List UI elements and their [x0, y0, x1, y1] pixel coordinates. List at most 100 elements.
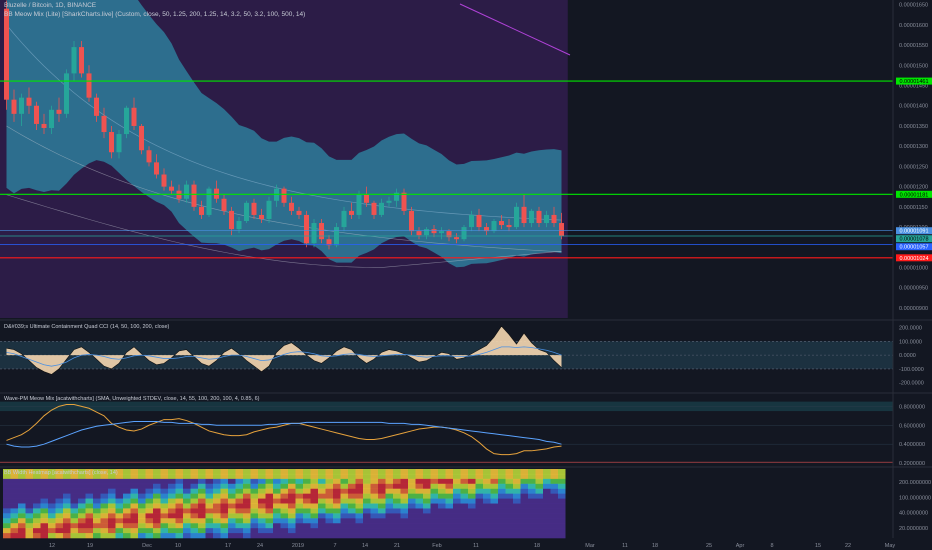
candle-body[interactable]: [251, 202, 257, 215]
candle-body[interactable]: [281, 188, 287, 203]
candle-body[interactable]: [206, 188, 212, 215]
heatmap-cell: [528, 498, 536, 504]
candle-body[interactable]: [229, 210, 234, 230]
heatmap-cell: [543, 513, 551, 519]
candle-body[interactable]: [221, 198, 227, 211]
candle-body[interactable]: [514, 206, 519, 228]
candle-body[interactable]: [199, 206, 204, 215]
time-axis-label: 11: [622, 543, 628, 549]
wave-pane[interactable]: [0, 401, 893, 463]
candle-body[interactable]: [101, 115, 107, 133]
candle-body[interactable]: [191, 184, 197, 207]
heatmap-cell: [48, 518, 56, 524]
candle-body[interactable]: [4, 8, 9, 100]
candle-body[interactable]: [131, 107, 137, 126]
heatmap-cell: [348, 518, 356, 524]
candle-body[interactable]: [431, 229, 437, 234]
heatmap-cell: [535, 503, 543, 509]
candle-body[interactable]: [446, 231, 452, 238]
candle-body[interactable]: [499, 221, 504, 226]
candle-body[interactable]: [296, 210, 302, 215]
time-axis-label: 18: [652, 543, 658, 549]
candle-body[interactable]: [244, 202, 249, 222]
candle-body[interactable]: [236, 221, 242, 230]
candle-body[interactable]: [409, 210, 414, 232]
candle-body[interactable]: [139, 125, 144, 151]
price-level-tag-label: 0.00001078: [899, 237, 928, 243]
heatmap-cell: [468, 478, 476, 485]
candle-body[interactable]: [26, 97, 32, 106]
heatmap-cell: [205, 469, 213, 475]
candle-body[interactable]: [559, 223, 564, 236]
heatmap-cell: [498, 533, 506, 539]
candle-body[interactable]: [319, 223, 324, 240]
heatmap-cell: [258, 473, 266, 480]
heatmap-cell: [18, 533, 26, 539]
price-pane[interactable]: [0, 0, 893, 318]
candle-body[interactable]: [476, 214, 482, 228]
heatmap-cell: [490, 508, 498, 514]
heatmap-pane[interactable]: [3, 469, 566, 539]
cci-axis-label: 100.0000: [899, 339, 922, 345]
candle-body[interactable]: [94, 97, 99, 116]
candle-body[interactable]: [536, 210, 542, 224]
candle-body[interactable]: [116, 134, 122, 153]
candle-body[interactable]: [364, 194, 369, 203]
candle-body[interactable]: [469, 214, 474, 228]
candle-body[interactable]: [86, 73, 92, 98]
candle-body[interactable]: [544, 214, 549, 224]
candle-body[interactable]: [461, 227, 467, 240]
candle-body[interactable]: [266, 200, 272, 219]
candle-body[interactable]: [394, 192, 399, 201]
candle-body[interactable]: [491, 221, 497, 232]
candle-body[interactable]: [424, 229, 429, 236]
candle-body[interactable]: [304, 214, 309, 244]
candle-body[interactable]: [551, 214, 557, 224]
heatmap-cell: [430, 493, 438, 499]
candle-body[interactable]: [341, 210, 347, 228]
candle-body[interactable]: [379, 202, 384, 215]
candle-body[interactable]: [109, 132, 114, 153]
candle-body[interactable]: [289, 202, 294, 211]
candle-body[interactable]: [386, 200, 392, 203]
candle-body[interactable]: [506, 225, 512, 228]
candle-body[interactable]: [56, 109, 62, 114]
time-axis-label: 19: [87, 543, 93, 549]
heatmap-cell: [108, 488, 116, 494]
candle-body[interactable]: [79, 47, 84, 74]
candle-body[interactable]: [521, 206, 527, 224]
candle-body[interactable]: [529, 210, 534, 224]
candle-body[interactable]: [356, 194, 362, 215]
candle-body[interactable]: [454, 237, 459, 240]
candle-body[interactable]: [49, 109, 54, 128]
candle-body[interactable]: [71, 47, 77, 74]
candle-body[interactable]: [124, 107, 129, 135]
candle-body[interactable]: [416, 231, 422, 236]
candle-body[interactable]: [311, 223, 317, 244]
heatmap-cell: [243, 518, 251, 524]
candle-body[interactable]: [349, 210, 354, 215]
candle-body[interactable]: [184, 184, 189, 199]
candle-body[interactable]: [169, 186, 174, 191]
heatmap-cell: [445, 469, 453, 475]
candle-body[interactable]: [326, 239, 332, 246]
candle-body[interactable]: [19, 97, 24, 114]
heatmap-cell: [25, 488, 33, 494]
candle-body[interactable]: [401, 192, 407, 211]
candle-body[interactable]: [484, 227, 489, 232]
cci-pane[interactable]: [0, 325, 893, 375]
candle-body[interactable]: [259, 214, 264, 219]
candle-body[interactable]: [34, 105, 39, 124]
candle-body[interactable]: [439, 231, 444, 234]
candle-body[interactable]: [161, 174, 167, 187]
candle-body[interactable]: [146, 150, 152, 163]
candle-body[interactable]: [214, 188, 219, 199]
candle-body[interactable]: [64, 73, 69, 114]
candle-body[interactable]: [371, 202, 377, 215]
candle-body[interactable]: [11, 99, 17, 114]
candle-body[interactable]: [154, 162, 159, 175]
heatmap-cell: [363, 493, 371, 499]
candle-body[interactable]: [41, 123, 47, 128]
heatmap-cell: [445, 498, 453, 504]
